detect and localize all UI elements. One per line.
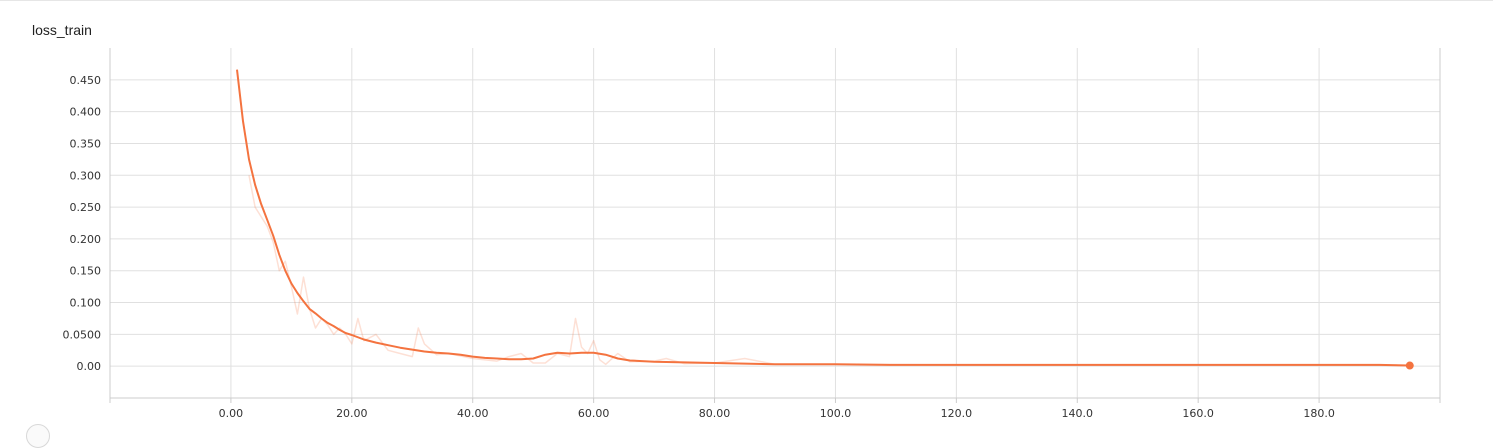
y-tick-label: 0.450 [70, 74, 102, 87]
x-tick-label: 80.00 [699, 407, 731, 420]
x-tick-label: 20.00 [336, 407, 368, 420]
x-tick-label: 160.0 [1182, 407, 1214, 420]
smoothed-loss-line [236, 69, 1410, 367]
y-tick-label: 0.300 [70, 169, 102, 182]
x-tick-label: 100.0 [820, 407, 852, 420]
chart-title: loss_train [32, 22, 92, 38]
last-point-marker [1405, 361, 1414, 370]
y-tick-label: 0.200 [70, 233, 102, 246]
x-tick-label: 180.0 [1303, 407, 1335, 420]
y-tick-label: 0.150 [70, 265, 102, 278]
x-tick-label: 40.00 [457, 407, 489, 420]
x-tick-label: 60.00 [578, 407, 610, 420]
x-tick-label: 0.00 [219, 407, 244, 420]
fit-domain-button[interactable] [26, 424, 50, 448]
y-tick-label: 0.400 [70, 106, 102, 119]
line-chart[interactable]: 0.00 0.0500 0.100 0.150 0.200 0.250 0.300 0.350… [0, 1, 1493, 428]
y-tick-label: 0.00 [77, 360, 102, 373]
x-tick-label: 120.0 [941, 407, 973, 420]
y-tick-label: 0.250 [70, 201, 102, 214]
y-tick-label: 0.100 [70, 297, 102, 310]
y-tick-label: 0.350 [70, 137, 102, 150]
y-tick-label: 0.0500 [63, 328, 102, 341]
x-tick-label: 140.0 [1062, 407, 1094, 420]
